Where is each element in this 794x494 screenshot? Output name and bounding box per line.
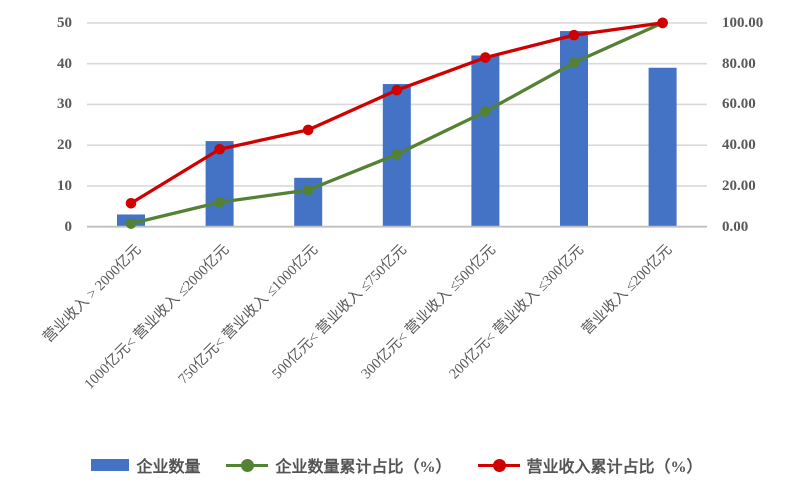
legend-item-label: 营业收入累计占比（%）: [526, 459, 703, 476]
cumulative-count-line-marker: [391, 149, 403, 160]
cumulative-revenue-line-marker: [657, 17, 668, 29]
cumulative-count-line-marker: [480, 106, 491, 117]
left-axis-tick-label: 50: [57, 14, 72, 31]
cumulative-count-line-marker: [568, 57, 580, 68]
left-axis-tick-label: 40: [57, 55, 72, 72]
cumulative-revenue-line-marker: [302, 124, 314, 136]
right-axis-tick-label: 100.00: [722, 14, 764, 31]
legend-line-marker-icon: [226, 458, 269, 472]
legend-dot-icon: [241, 458, 255, 472]
legend-bar-swatch-icon: [91, 459, 130, 471]
cumulative-revenue-line-marker: [391, 84, 403, 96]
right-axis-tick-label: 40.00: [722, 137, 756, 154]
cumulative-count-line-marker: [302, 184, 314, 196]
legend-item-label: 企业数量: [136, 459, 201, 476]
cumulative-revenue-line-marker: [480, 52, 491, 63]
left-axis-tick-label: 20: [57, 137, 72, 154]
cumulative-revenue-line-marker: [568, 29, 580, 41]
legend-item: 企业数量: [91, 453, 200, 477]
right-axis-tick-label: 20.00: [722, 177, 756, 194]
legend-line-marker-icon: [477, 458, 520, 472]
bar-enterprise-count: [648, 67, 677, 227]
left-axis-tick-label: 10: [57, 177, 72, 194]
cumulative-count-line-marker: [125, 218, 137, 229]
cumulative-count-line-marker: [214, 196, 225, 208]
legend-item-label: 企业数量累计占比（%）: [275, 459, 452, 476]
legend-item: 企业数量累计占比（%）: [226, 453, 452, 477]
cumulative-revenue-line-marker: [214, 143, 225, 155]
legend-item: 营业收入累计占比（%）: [477, 453, 703, 477]
cumulative-revenue-line-marker: [125, 197, 137, 209]
legend-dot-icon: [492, 458, 506, 472]
right-axis-tick-label: 60.00: [722, 96, 756, 113]
right-axis-tick-label: 80.00: [722, 55, 756, 72]
bar-enterprise-count: [471, 55, 500, 227]
left-axis-tick-label: 0: [64, 218, 73, 235]
right-axis-tick-label: 0.00: [722, 218, 749, 235]
chart-legend: 企业数量 企业数量累计占比（%） 营业收入累计占比（%）: [0, 452, 794, 478]
left-axis-tick-label: 30: [57, 96, 72, 113]
